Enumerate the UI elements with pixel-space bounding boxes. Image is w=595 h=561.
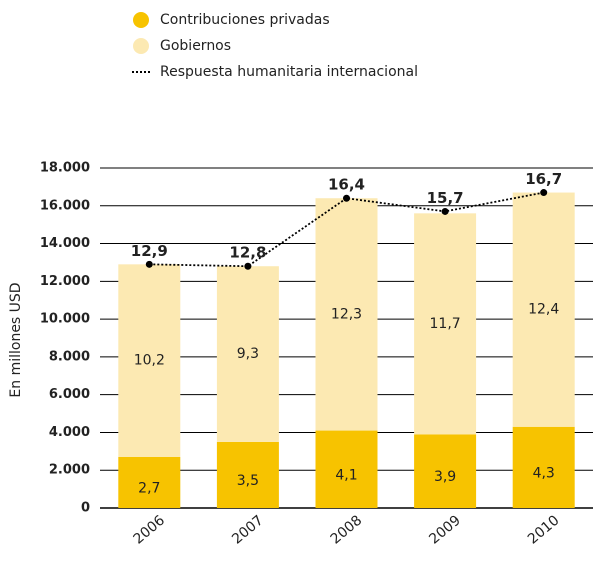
value-label: 9,3 <box>237 346 259 362</box>
line-label: 16,7 <box>525 170 562 188</box>
y-tick-label: 10.000 <box>40 312 90 327</box>
legend-label: Gobiernos <box>160 38 231 54</box>
legend-swatch <box>133 12 149 28</box>
y-tick-label: 12.000 <box>40 274 90 289</box>
line-point <box>441 207 449 215</box>
y-tick-label: 2.000 <box>49 463 90 478</box>
line-point <box>244 262 252 270</box>
bar <box>118 264 181 457</box>
y-tick-label: 4.000 <box>49 425 90 440</box>
line-label: 16,4 <box>328 176 365 194</box>
bar <box>216 266 279 442</box>
y-tick-label: 6.000 <box>49 387 90 402</box>
line <box>149 191 544 268</box>
y-axis-title: En millones USD <box>8 282 24 397</box>
x-tick-label: 2007 <box>229 512 267 547</box>
y-tick-label: 8.000 <box>49 349 90 364</box>
legend-swatch <box>133 38 149 54</box>
x-tick-label: 2009 <box>426 512 464 547</box>
value-label: 3,9 <box>434 469 456 485</box>
y-tick-label: 16.000 <box>40 198 90 213</box>
value-label: 11,7 <box>430 316 461 332</box>
value-label: 3,5 <box>237 473 259 489</box>
value-label: 4,3 <box>533 465 555 481</box>
bar <box>216 441 279 508</box>
bar <box>512 192 575 427</box>
bar <box>315 430 378 508</box>
y-tick-label: 18.000 <box>40 161 90 176</box>
line-label: 12,8 <box>229 244 266 262</box>
line-point <box>540 189 548 197</box>
value-label: 12,3 <box>331 306 362 322</box>
bar <box>118 457 181 508</box>
bar <box>414 213 477 435</box>
x-tick-label: 2006 <box>131 512 169 547</box>
bar <box>315 198 378 431</box>
bar <box>414 434 477 508</box>
legend-label: Respuesta humanitaria internacional <box>160 64 418 80</box>
value-label: 4,1 <box>335 467 357 483</box>
y-tick-label: 0 <box>81 501 90 516</box>
value-label: 10,2 <box>134 353 165 369</box>
line-point <box>145 260 153 268</box>
x-tick-label: 2010 <box>525 512 563 547</box>
line-point <box>343 194 350 202</box>
bar <box>512 426 575 508</box>
value-label: 12,4 <box>528 302 559 318</box>
line-label: 12,9 <box>131 242 168 260</box>
y-tick-label: 14.000 <box>40 236 90 251</box>
value-label: 2,7 <box>138 481 160 497</box>
legend-label: Contribuciones privadas <box>160 12 330 28</box>
line-label: 15,7 <box>427 189 464 207</box>
x-tick-label: 2008 <box>328 512 366 547</box>
